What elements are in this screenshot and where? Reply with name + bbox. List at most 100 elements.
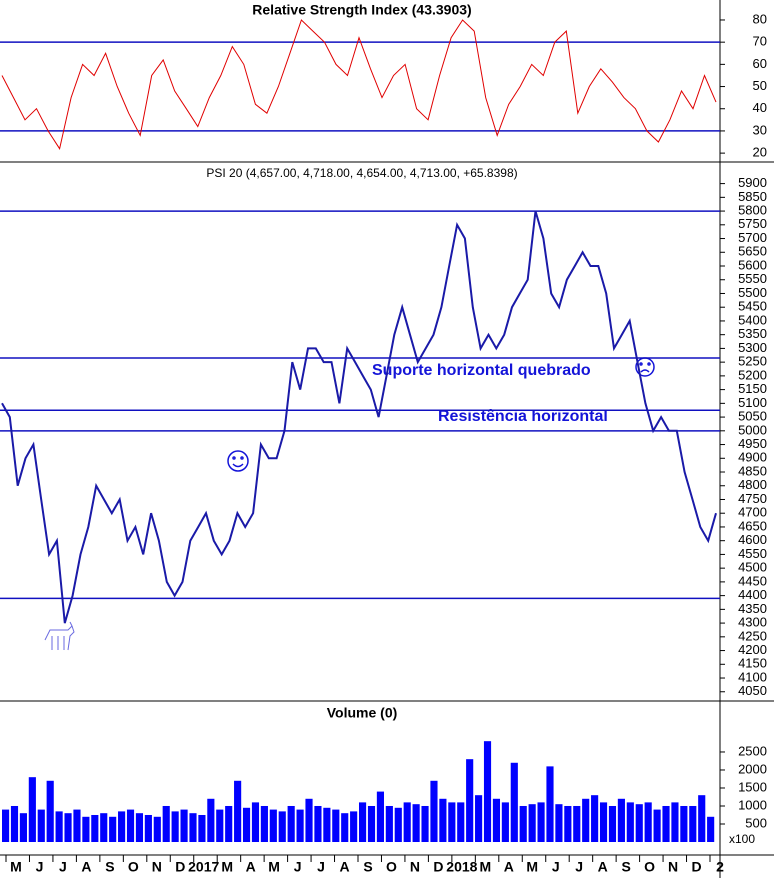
x-tick-label: 2: [716, 859, 724, 875]
bar: [198, 814, 206, 842]
x-tick-label: 2018: [446, 859, 477, 875]
bar: [10, 805, 19, 842]
data-line: [1, 210, 717, 624]
y-tick-label: 4750: [738, 491, 767, 506]
y-tick-label: 50: [753, 78, 767, 93]
bar: [653, 809, 661, 842]
bar: [698, 795, 706, 842]
bar: [662, 805, 670, 842]
bar: [448, 802, 456, 842]
bar: [403, 802, 411, 842]
bar: [528, 804, 536, 842]
y-tick-label: 70: [753, 34, 767, 49]
x-tick-label: S: [363, 859, 372, 875]
bar: [296, 809, 304, 842]
bar: [314, 805, 322, 842]
price-title: PSI 20 (4,657.00, 4,718.00, 4,654.00, 4,…: [206, 166, 517, 180]
y-tick-label: 5500: [738, 285, 767, 300]
y-tick-label: 4400: [738, 587, 767, 602]
x-tick-label: D: [433, 859, 443, 875]
y-tick-label: 5750: [738, 216, 767, 231]
y-tick-label: 4800: [738, 477, 767, 492]
y-tick-label: 4850: [738, 463, 767, 478]
bar: [171, 811, 179, 842]
y-tick-label: 5200: [738, 367, 767, 382]
y-tick-label: 4950: [738, 436, 767, 451]
x-tick-label: N: [152, 859, 162, 875]
bar: [109, 816, 117, 842]
x-tick-label: S: [105, 859, 114, 875]
bar: [100, 813, 108, 842]
x-tick-label: O: [386, 859, 397, 875]
y-tick-label: 4500: [738, 560, 767, 575]
y-tick-label: 5050: [738, 409, 767, 424]
y-tick-label: 4050: [738, 683, 767, 698]
x-tick-label: A: [504, 859, 514, 875]
bar: [189, 813, 197, 842]
bar: [412, 804, 420, 842]
data-line: [1, 19, 717, 150]
y-tick-label: 5350: [738, 326, 767, 341]
bar: [466, 759, 474, 842]
bar: [617, 798, 625, 842]
bar: [332, 809, 340, 842]
x-tick-label: J: [575, 859, 583, 875]
bar: [2, 809, 10, 842]
x-tick-label: J: [317, 859, 325, 875]
bar: [707, 816, 715, 842]
bar: [439, 798, 447, 842]
x-tick-label: A: [246, 859, 256, 875]
x-tick-label: J: [552, 859, 560, 875]
y-tick-label: 4600: [738, 532, 767, 547]
bar: [341, 813, 349, 842]
y-tick-label: 20: [753, 145, 767, 160]
bar: [555, 804, 563, 842]
bar: [546, 766, 554, 842]
bar: [234, 780, 242, 842]
bar: [126, 809, 135, 842]
bar: [118, 811, 126, 842]
y-tick-label: 5550: [738, 271, 767, 286]
x-tick-label: A: [598, 859, 608, 875]
bar: [564, 805, 572, 842]
bar: [591, 795, 599, 842]
bar: [599, 802, 608, 842]
y-tick-label: 4450: [738, 573, 767, 588]
bar: [359, 802, 367, 842]
y-tick-label: 5100: [738, 395, 767, 410]
bar: [251, 802, 260, 842]
bar: [376, 791, 384, 842]
bar: [216, 809, 224, 842]
bar: [162, 805, 170, 842]
y-tick-label: 2000: [738, 761, 767, 776]
bar: [689, 805, 697, 842]
x-tick-label: M: [526, 859, 538, 875]
bar: [421, 805, 429, 842]
bar: [430, 780, 438, 842]
bar: [153, 816, 161, 842]
x-tick-label: N: [410, 859, 420, 875]
bar: [626, 802, 634, 842]
x-tick-label: J: [59, 859, 67, 875]
bar: [367, 805, 376, 842]
x-tick-label: M: [10, 859, 22, 875]
bar: [350, 811, 358, 842]
bar: [394, 807, 402, 842]
x-tick-label: A: [339, 859, 349, 875]
bar: [492, 798, 501, 842]
unit-label: x100: [729, 832, 755, 846]
bar: [64, 813, 72, 842]
annotation: Suporte horizontal quebrado: [372, 362, 591, 379]
x-tick-label: M: [268, 859, 280, 875]
y-tick-label: 40: [753, 100, 767, 115]
y-tick-label: 5250: [738, 354, 767, 369]
x-tick-label: 2017: [188, 859, 219, 875]
y-tick-label: 4550: [738, 546, 767, 561]
bar: [501, 802, 509, 842]
y-tick-label: 5900: [738, 175, 767, 190]
y-tick-label: 4350: [738, 601, 767, 616]
x-tick-label: J: [36, 859, 44, 875]
y-tick-label: 500: [745, 815, 767, 830]
y-tick-label: 5150: [738, 381, 767, 396]
bar: [46, 780, 54, 842]
